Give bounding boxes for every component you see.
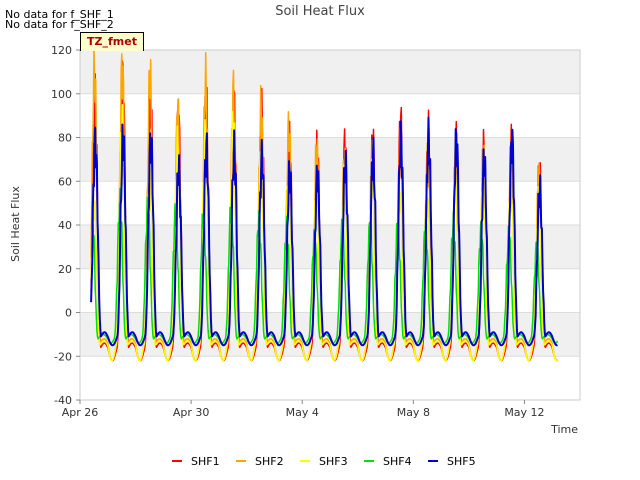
legend-label-shf2: SHF2 [255,455,284,468]
y-tick-label: 40 [58,219,72,232]
plot-band [80,93,580,138]
y-axis-ticks: -40 -20 0 20 40 60 80 100 120 [51,44,80,407]
legend: SHF1 SHF2 SHF3 SHF4 SHF5 [172,455,476,468]
x-axis-ticks: Apr 26 Apr 30 May 4 May 8 May 12 [62,400,545,419]
plot-background [80,50,580,400]
grid-lines [80,49,580,401]
y-tick-label: 0 [65,307,72,320]
x-axis-label: Time [550,423,578,436]
y-tick-label: 100 [51,88,72,101]
no-data-message-2: No data for f_SHF_2 [5,18,114,31]
plot-band [80,50,580,94]
x-tick-label: May 12 [504,406,544,419]
x-tick-label: May 4 [286,406,319,419]
y-tick-label: -40 [54,394,72,407]
y-tick-label: 120 [51,44,72,57]
y-tick-label: 20 [58,263,72,276]
series-group [90,50,559,362]
y-axis-label: Soil Heat Flux [9,186,22,262]
legend-label-shf4: SHF4 [383,455,412,468]
plot-band [80,225,580,269]
timezone-badge: TZ_fmet [80,32,144,51]
legend-label-shf1: SHF1 [191,455,220,468]
series-line-shf5 [90,116,558,347]
x-tick-label: Apr 26 [62,406,99,419]
series-layer [90,50,559,362]
legend-label-shf5: SHF5 [447,455,476,468]
no-data-message-1: No data for f_SHF_1 [5,8,114,21]
plot-band [80,137,580,182]
legend-label-shf3: SHF3 [319,455,348,468]
plot-band [80,268,580,313]
plot-band [80,181,580,225]
y-tick-label: 60 [58,175,72,188]
chart-title: Soil Heat Flux [275,4,365,19]
y-tick-label: 80 [58,132,72,145]
x-tick-label: May 8 [397,406,430,419]
plot-band [80,356,580,400]
x-tick-label: Apr 30 [173,406,210,419]
y-tick-label: -20 [54,350,72,363]
